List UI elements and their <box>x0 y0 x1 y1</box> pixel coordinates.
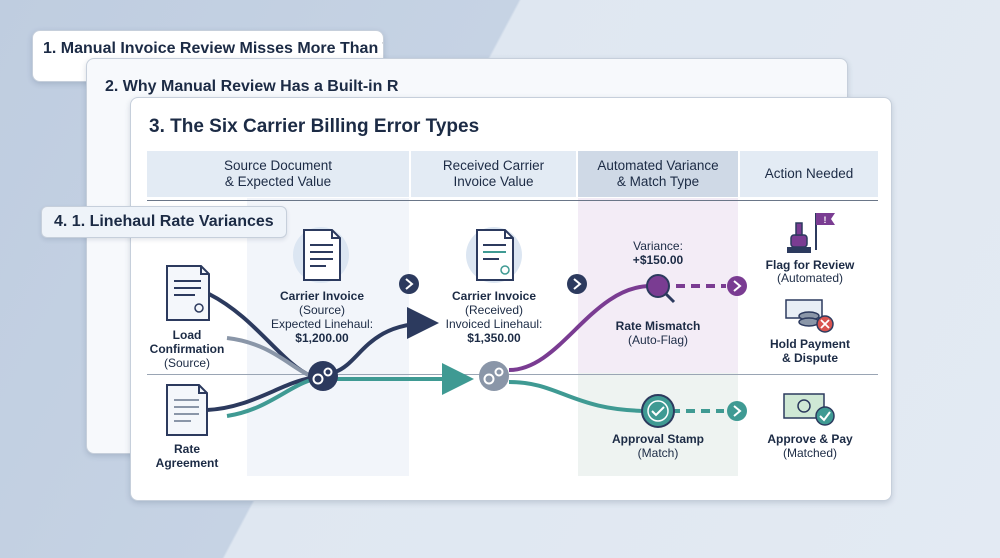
chevron-icon-2 <box>567 274 587 294</box>
card-3-title: 3. The Six Carrier Billing Error Types <box>149 116 480 137</box>
chevron-icon-1 <box>399 274 419 294</box>
flow-line-gear-to-received <box>334 307 439 374</box>
magnifier-icon <box>646 274 676 304</box>
approval-stamp-title: Approval Stamp <box>611 432 705 446</box>
rate-agreement-title: Rate <box>173 442 201 456</box>
received-invoice-sub: (Received) <box>464 303 524 317</box>
document-icon-received-invoice <box>466 227 522 283</box>
column-header-received: Received Carrier Invoice Value <box>411 151 576 197</box>
load-confirmation-sub: (Source) <box>163 356 211 370</box>
column-header-action: Action Needed <box>740 151 878 197</box>
expected-linehaul-label: Expected Linehaul: <box>270 317 374 331</box>
flow-line-mismatch <box>508 284 652 372</box>
slide-card-3[interactable]: 3. The Six Carrier Billing Error Types S… <box>130 97 892 501</box>
column-header-variance: Automated Variance & Match Type <box>578 151 738 197</box>
document-icon-rate-agreement <box>166 384 208 436</box>
variance-value: +$150.00 <box>632 253 684 267</box>
step-label[interactable]: 4. 1. Linehaul Rate Variances <box>41 206 287 238</box>
hold-payment-icon <box>785 299 834 333</box>
svg-text:!: ! <box>824 215 827 225</box>
stamp-flag-icon: ! <box>787 213 835 253</box>
rate-mismatch-sub: (Auto-Flag) <box>627 333 689 347</box>
approve-pay-sub: (Matched) <box>782 446 838 460</box>
hold-payment-title: Hold Payment <box>769 337 851 351</box>
gear-icon-2 <box>479 361 509 391</box>
header-divider <box>147 200 878 201</box>
gear-icon-1 <box>308 361 338 391</box>
rate-agreement-title-2: Agreement <box>155 456 219 470</box>
hold-payment-title-2: & Dispute <box>781 351 839 365</box>
document-icon-expected-invoice <box>293 227 349 283</box>
approval-stamp-icon <box>641 394 675 428</box>
flow-line-rate-to-gear <box>206 376 312 412</box>
load-confirmation-title-2: Confirmation <box>149 342 225 356</box>
flow-diagram: ! <box>166 213 835 436</box>
card-1-title: 1. Manual Invoice Review Misses More Tha… <box>43 40 384 57</box>
flow-line-rate-teal <box>226 378 312 418</box>
rate-mismatch-title: Rate Mismatch <box>615 319 701 333</box>
approve-pay-icon <box>783 393 835 426</box>
row-divider <box>147 374 878 375</box>
chevron-icon-teal <box>727 401 747 421</box>
flag-for-review-sub: (Automated) <box>776 271 844 285</box>
approve-pay-title: Approve & Pay <box>767 432 853 446</box>
invoiced-linehaul-value: $1,350.00 <box>467 331 521 345</box>
column-header-source: Source Document & Expected Value <box>147 151 409 197</box>
chevron-icon-purple <box>727 276 747 296</box>
flow-line-match <box>508 380 652 413</box>
invoiced-linehaul-label: Invoiced Linehaul: <box>445 317 543 331</box>
flag-for-review-title: Flag for Review <box>765 258 855 272</box>
expected-linehaul-value: $1,200.00 <box>295 331 349 345</box>
card-2-title: 2. Why Manual Review Has a Built-in R <box>105 78 399 95</box>
load-confirmation-title: Load <box>172 328 202 342</box>
variance-label: Variance: <box>633 239 683 253</box>
document-icon-load-confirmation <box>166 265 210 321</box>
expected-invoice-title: Carrier Invoice <box>279 289 365 303</box>
received-invoice-title: Carrier Invoice <box>451 289 537 303</box>
approval-stamp-sub: (Match) <box>637 446 679 460</box>
flow-line-load-gray <box>226 336 312 378</box>
expected-invoice-sub: (Source) <box>298 303 346 317</box>
